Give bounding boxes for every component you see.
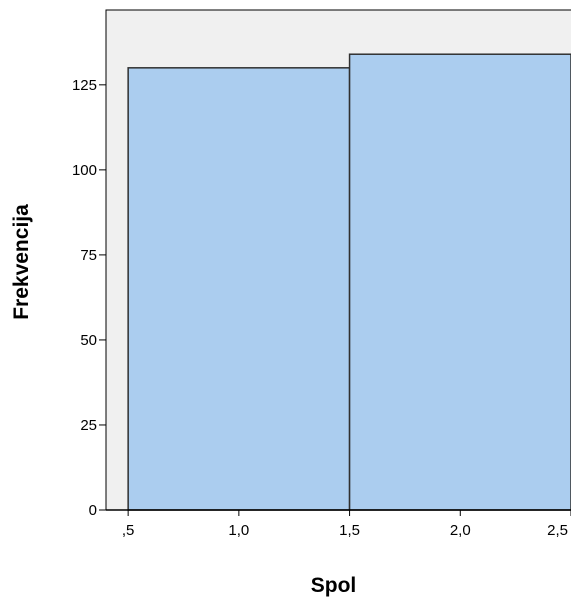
y-tick-label: 75 [80, 247, 97, 264]
histogram-bar-1 [127, 67, 351, 511]
bars [127, 53, 571, 511]
x-tick-label: ,5 [122, 522, 135, 539]
y-tick-label: 50 [80, 332, 97, 349]
x-tick-label: 2,5 [547, 522, 568, 539]
histogram-bar-2 [348, 53, 571, 511]
x-axis-ticks: ,5 1,0 1,5 2,0 2,5 [122, 510, 571, 539]
y-axis-title: Frekvencija [10, 204, 33, 320]
x-tick-label: 1,0 [228, 522, 249, 539]
x-tick-label: 1,5 [339, 522, 360, 539]
y-tick-label: 125 [72, 77, 97, 94]
x-axis-title: Spol [311, 574, 357, 597]
y-tick-label: 25 [80, 417, 97, 434]
y-axis-ticks: 0 25 50 75 100 125 [72, 77, 106, 519]
y-tick-label: 100 [72, 162, 97, 179]
y-tick-label: 0 [89, 502, 97, 519]
x-tick-label: 2,0 [450, 522, 471, 539]
